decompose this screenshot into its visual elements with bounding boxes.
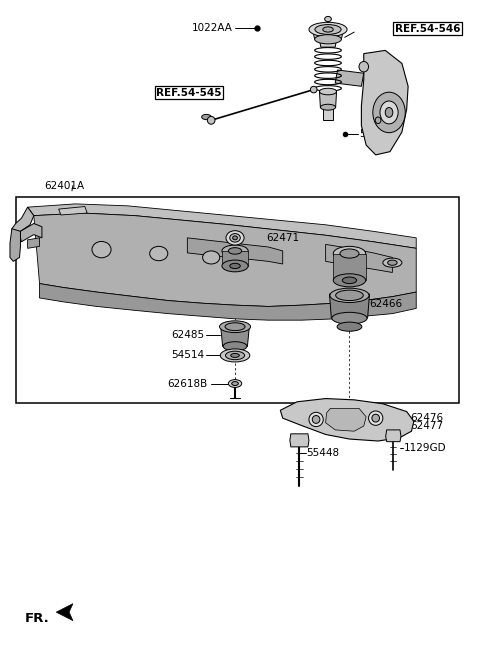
Text: 62471: 62471 bbox=[266, 233, 299, 243]
Ellipse shape bbox=[388, 260, 397, 265]
Polygon shape bbox=[335, 70, 364, 87]
Text: 1022AA: 1022AA bbox=[192, 22, 233, 33]
Ellipse shape bbox=[383, 258, 402, 267]
Ellipse shape bbox=[319, 89, 336, 95]
Ellipse shape bbox=[223, 342, 247, 351]
Ellipse shape bbox=[315, 35, 341, 44]
Text: 54559C: 54559C bbox=[359, 129, 399, 139]
Polygon shape bbox=[313, 31, 343, 39]
Ellipse shape bbox=[226, 351, 245, 359]
Ellipse shape bbox=[315, 24, 341, 34]
Polygon shape bbox=[290, 434, 309, 447]
Ellipse shape bbox=[359, 62, 369, 72]
Ellipse shape bbox=[233, 236, 238, 240]
Text: REF.54-546: REF.54-546 bbox=[395, 24, 460, 34]
Ellipse shape bbox=[375, 117, 381, 123]
Ellipse shape bbox=[320, 104, 336, 110]
Ellipse shape bbox=[228, 380, 242, 388]
Ellipse shape bbox=[333, 274, 366, 287]
Ellipse shape bbox=[311, 87, 317, 93]
Polygon shape bbox=[39, 283, 416, 320]
Ellipse shape bbox=[219, 321, 251, 333]
Polygon shape bbox=[21, 224, 42, 242]
Ellipse shape bbox=[309, 412, 323, 426]
Ellipse shape bbox=[330, 288, 369, 302]
Ellipse shape bbox=[333, 247, 366, 260]
Polygon shape bbox=[386, 430, 401, 441]
Text: 62618B: 62618B bbox=[167, 379, 207, 388]
Text: 62485: 62485 bbox=[171, 329, 204, 340]
Ellipse shape bbox=[324, 16, 331, 22]
Polygon shape bbox=[319, 39, 336, 47]
Ellipse shape bbox=[373, 92, 405, 133]
Ellipse shape bbox=[92, 241, 111, 258]
Ellipse shape bbox=[342, 277, 357, 283]
Ellipse shape bbox=[226, 231, 244, 245]
Ellipse shape bbox=[337, 322, 362, 331]
Text: 62477: 62477 bbox=[410, 421, 444, 431]
Ellipse shape bbox=[385, 108, 393, 117]
Ellipse shape bbox=[230, 263, 240, 268]
Ellipse shape bbox=[222, 245, 248, 256]
Polygon shape bbox=[325, 245, 392, 272]
Polygon shape bbox=[56, 604, 73, 621]
Ellipse shape bbox=[323, 27, 333, 32]
Ellipse shape bbox=[202, 114, 211, 119]
Ellipse shape bbox=[332, 312, 367, 324]
Polygon shape bbox=[59, 207, 87, 215]
Polygon shape bbox=[329, 294, 370, 318]
Polygon shape bbox=[333, 253, 366, 280]
Ellipse shape bbox=[232, 382, 239, 386]
Text: 62476: 62476 bbox=[410, 413, 444, 423]
Polygon shape bbox=[10, 229, 21, 261]
Ellipse shape bbox=[207, 116, 215, 124]
Polygon shape bbox=[361, 51, 408, 155]
Polygon shape bbox=[280, 399, 414, 441]
Ellipse shape bbox=[312, 415, 320, 423]
Ellipse shape bbox=[220, 349, 250, 362]
Polygon shape bbox=[28, 238, 39, 249]
Ellipse shape bbox=[380, 101, 398, 124]
Ellipse shape bbox=[369, 411, 383, 425]
Polygon shape bbox=[222, 251, 248, 266]
Ellipse shape bbox=[150, 247, 168, 260]
Polygon shape bbox=[221, 327, 249, 346]
Text: 54514: 54514 bbox=[171, 350, 204, 360]
Polygon shape bbox=[325, 408, 366, 431]
Polygon shape bbox=[12, 207, 34, 234]
Ellipse shape bbox=[222, 260, 248, 272]
Ellipse shape bbox=[340, 249, 359, 258]
Ellipse shape bbox=[230, 234, 240, 242]
Ellipse shape bbox=[225, 323, 245, 331]
Polygon shape bbox=[34, 213, 416, 306]
Polygon shape bbox=[28, 204, 416, 249]
Ellipse shape bbox=[336, 290, 363, 300]
Text: REF.54-545: REF.54-545 bbox=[156, 88, 222, 98]
Polygon shape bbox=[319, 92, 336, 107]
Ellipse shape bbox=[309, 22, 347, 37]
Ellipse shape bbox=[231, 354, 240, 358]
Polygon shape bbox=[187, 238, 283, 264]
Text: FR.: FR. bbox=[25, 611, 50, 625]
Text: 55448: 55448 bbox=[307, 449, 340, 459]
Ellipse shape bbox=[228, 248, 242, 254]
Text: 1129GD: 1129GD bbox=[404, 443, 446, 453]
Ellipse shape bbox=[203, 251, 220, 264]
Ellipse shape bbox=[372, 414, 380, 422]
Text: 62401A: 62401A bbox=[44, 180, 84, 191]
Text: 62466: 62466 bbox=[370, 300, 403, 310]
Polygon shape bbox=[323, 107, 333, 120]
